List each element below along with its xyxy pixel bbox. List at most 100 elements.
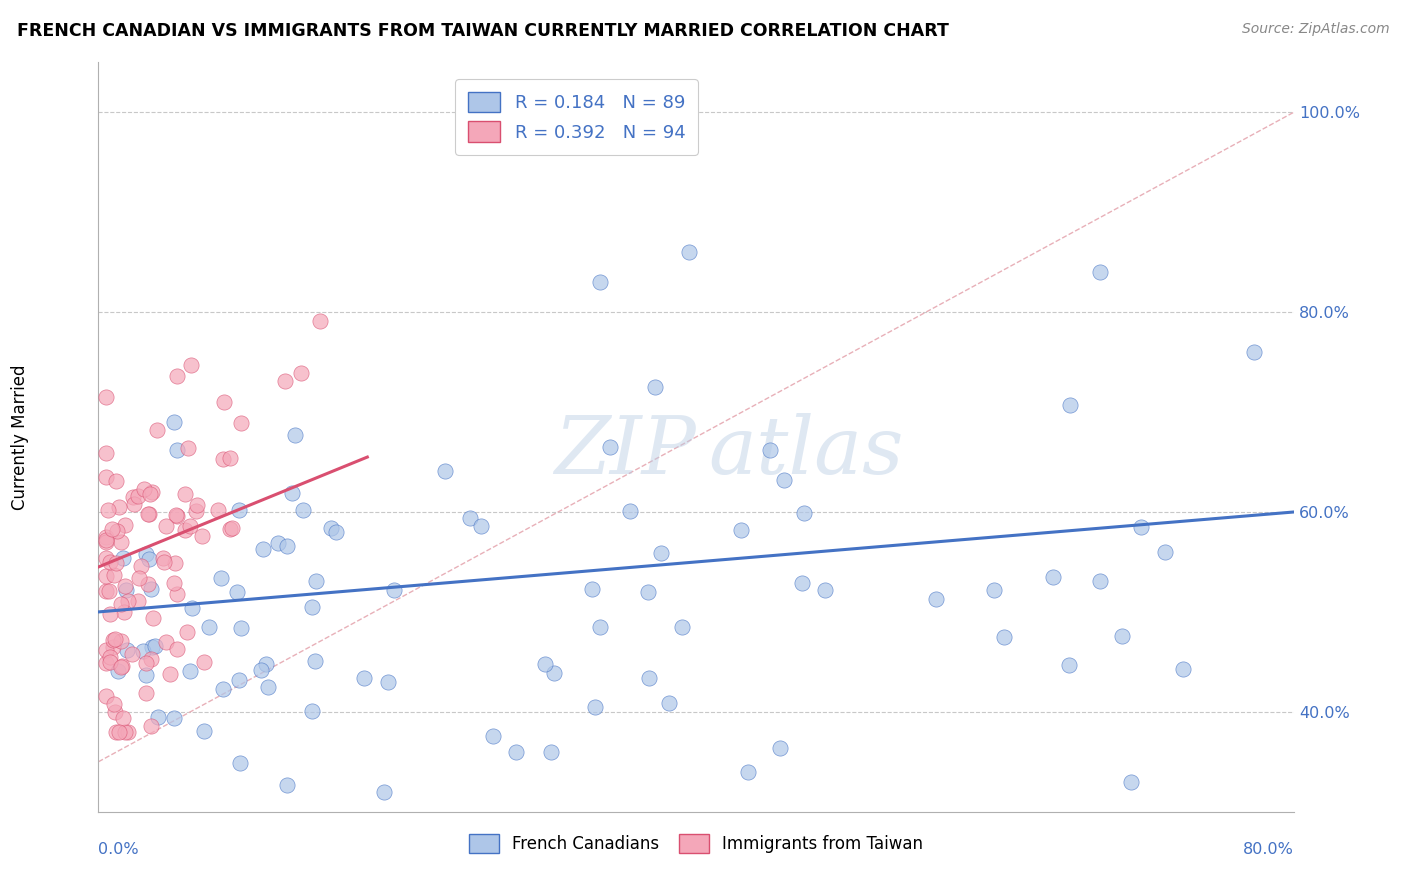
Point <box>637 584 659 599</box>
Point <box>166 443 188 458</box>
Point <box>773 474 796 488</box>
Point <box>159 666 181 681</box>
Point <box>110 660 132 674</box>
Point <box>166 509 188 524</box>
Point <box>101 633 124 648</box>
Point <box>165 508 187 522</box>
Point <box>110 633 132 648</box>
Point <box>382 583 405 598</box>
Point <box>1121 774 1143 789</box>
Point <box>256 657 278 671</box>
Point <box>207 503 229 517</box>
Point <box>599 440 621 454</box>
Point <box>543 665 565 680</box>
Point <box>180 358 202 372</box>
Point <box>94 533 117 548</box>
Point <box>94 642 117 657</box>
Point <box>540 745 562 759</box>
Text: 0.0%: 0.0% <box>98 842 139 857</box>
Text: ZIP: ZIP <box>554 413 696 491</box>
Point <box>141 652 163 666</box>
Point <box>98 607 121 621</box>
Point <box>94 445 117 459</box>
Point <box>209 571 232 585</box>
Point <box>94 689 117 703</box>
Point <box>105 475 128 489</box>
Point <box>283 428 305 442</box>
Point <box>114 517 136 532</box>
Point <box>111 711 134 725</box>
Point <box>305 574 328 589</box>
Point <box>138 487 160 501</box>
Point <box>104 556 127 570</box>
Point <box>94 584 117 599</box>
Point <box>274 375 297 389</box>
Text: FRENCH CANADIAN VS IMMIGRANTS FROM TAIWAN CURRENTLY MARRIED CORRELATION CHART: FRENCH CANADIAN VS IMMIGRANTS FROM TAIWA… <box>17 22 949 40</box>
Point <box>134 483 156 497</box>
Point <box>136 508 159 522</box>
Point <box>180 601 202 615</box>
Point <box>319 520 342 534</box>
Point <box>117 724 139 739</box>
Point <box>589 275 612 289</box>
Point <box>252 542 274 557</box>
Point <box>793 506 815 520</box>
Point <box>193 724 215 739</box>
Point <box>94 656 117 670</box>
Point <box>678 245 700 260</box>
Point <box>98 650 121 665</box>
Text: atlas: atlas <box>709 413 903 491</box>
Point <box>114 582 136 597</box>
Point <box>228 503 250 517</box>
Point <box>117 594 139 608</box>
Point <box>138 507 160 521</box>
Point <box>138 577 160 591</box>
Point <box>135 656 157 670</box>
Point <box>142 611 165 625</box>
Point <box>103 697 125 711</box>
Point <box>141 719 163 733</box>
Point <box>583 700 606 714</box>
Point <box>94 530 117 544</box>
Point <box>105 524 128 539</box>
Point <box>228 673 250 688</box>
Point <box>658 696 681 710</box>
Point <box>114 724 136 739</box>
Point <box>141 640 163 655</box>
Point <box>309 313 332 327</box>
Point <box>212 682 235 697</box>
Point <box>103 568 125 582</box>
Point <box>98 584 121 599</box>
Point <box>122 490 145 504</box>
Point <box>104 632 127 646</box>
Point <box>184 504 207 518</box>
Point <box>121 647 143 661</box>
Point <box>153 555 176 569</box>
Point <box>143 639 166 653</box>
Point <box>173 487 195 501</box>
Point <box>94 535 117 549</box>
Point <box>146 423 169 437</box>
Point <box>1059 398 1081 412</box>
Point <box>135 668 157 682</box>
Point <box>108 724 131 739</box>
Point <box>110 597 132 611</box>
Point <box>257 680 280 694</box>
Point <box>115 643 138 657</box>
Point <box>505 745 527 759</box>
Point <box>173 523 195 537</box>
Point <box>163 711 186 725</box>
Point <box>177 441 200 455</box>
Point <box>276 539 298 553</box>
Point <box>291 502 314 516</box>
Point <box>1111 629 1133 643</box>
Legend: French Canadians, Immigrants from Taiwan: French Canadians, Immigrants from Taiwan <box>463 827 929 860</box>
Point <box>231 621 253 635</box>
Point <box>166 641 188 656</box>
Text: Source: ZipAtlas.com: Source: ZipAtlas.com <box>1241 22 1389 37</box>
Point <box>373 785 395 799</box>
Point <box>166 587 188 601</box>
Point <box>1171 662 1194 676</box>
Point <box>218 451 240 466</box>
Point <box>377 675 399 690</box>
